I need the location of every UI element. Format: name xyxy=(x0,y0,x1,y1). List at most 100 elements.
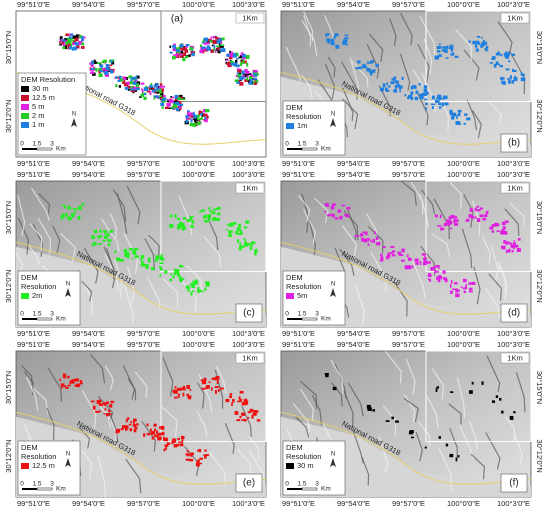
landslide-patch xyxy=(211,387,213,391)
landslide-patch xyxy=(493,63,497,68)
landslide-patch xyxy=(401,76,404,81)
ridge xyxy=(449,428,458,461)
landslide-patch xyxy=(108,68,111,71)
landslide-patch xyxy=(438,54,442,57)
landslide-patch xyxy=(446,45,449,50)
ridge xyxy=(125,458,142,494)
landslide-patch xyxy=(468,40,471,43)
landslide-patch xyxy=(161,431,165,436)
landslide-patch xyxy=(179,46,184,50)
ridge xyxy=(109,212,117,239)
landslide-patch xyxy=(215,217,220,221)
lon-label: 99°51'0"E xyxy=(282,329,315,338)
landslide-patch xyxy=(438,102,442,106)
panel-label-bg xyxy=(500,473,528,493)
landslide-patch xyxy=(172,102,177,107)
landslide-patch xyxy=(153,84,157,88)
landslide-patch xyxy=(178,96,183,100)
landslide-patch xyxy=(247,243,250,246)
lon-label: 99°54'0"E xyxy=(337,0,370,9)
landslide-patch xyxy=(194,123,198,127)
landslide-patch xyxy=(173,272,176,275)
landslide-patch xyxy=(391,78,396,81)
landslide-patch xyxy=(474,207,477,212)
landslide-patch xyxy=(242,56,244,61)
scale-label: 3 xyxy=(50,311,54,318)
landslide-patch xyxy=(386,82,388,86)
landslide-patch xyxy=(238,56,241,59)
ridge xyxy=(104,254,120,291)
ridge xyxy=(490,245,499,283)
lon-label: 99°51'0"E xyxy=(282,340,315,349)
lon-label: 99°57'0"E xyxy=(127,0,160,9)
landslide-patch xyxy=(237,69,242,73)
landslide-patch xyxy=(463,290,466,294)
landslide-patch xyxy=(199,457,204,460)
landslide-patch xyxy=(203,377,207,381)
landslide-patch xyxy=(195,281,199,285)
landslide-patch xyxy=(104,68,108,72)
landslide-patch xyxy=(401,259,405,262)
lon-label: 100°0'0"E xyxy=(182,159,215,168)
landslide-patch xyxy=(103,413,106,415)
landslide-patch xyxy=(250,245,254,247)
ridge xyxy=(37,217,52,255)
landslide-patch xyxy=(418,83,422,86)
landslide-patch xyxy=(482,39,485,44)
scale-unit: Km xyxy=(321,316,331,323)
landslide-patch xyxy=(115,257,120,262)
north-arrow xyxy=(330,118,336,127)
landslide-patch xyxy=(341,204,346,207)
lon-label: 100°0'0"E xyxy=(182,499,215,508)
landslide-patch xyxy=(102,402,107,406)
ridge xyxy=(186,265,202,295)
scale-bar xyxy=(36,487,53,491)
landslide-patch xyxy=(361,64,367,69)
landslide-patch xyxy=(74,378,79,382)
ridge xyxy=(301,19,318,56)
landslide-patch xyxy=(235,230,239,235)
landslide-patch xyxy=(395,420,399,423)
inset-label: 1Km xyxy=(507,13,522,22)
landslide-patch xyxy=(400,254,404,256)
ridge xyxy=(52,225,61,254)
landslide-patch xyxy=(485,49,489,52)
landslide-patch xyxy=(330,41,335,46)
landslide-patch xyxy=(455,121,459,125)
landslide-patch xyxy=(144,264,149,266)
landslide-patch xyxy=(70,213,75,217)
landslide-patch xyxy=(226,62,229,65)
landslide-patch xyxy=(380,253,383,257)
scale-bar xyxy=(36,147,53,151)
landslide-patch xyxy=(389,252,393,254)
landslide-patch xyxy=(186,450,189,453)
landslide-patch xyxy=(159,262,164,265)
inset-frame xyxy=(425,10,532,103)
landslide-patch xyxy=(507,80,511,84)
landslide-patch xyxy=(502,226,506,230)
landslide-patch xyxy=(65,33,70,37)
landslide-patch xyxy=(98,399,102,403)
scale-label: 0 xyxy=(285,311,289,318)
scale-label: 1.5 xyxy=(297,311,306,318)
ridge xyxy=(418,421,431,447)
landslide-patch xyxy=(448,46,452,50)
landslide-patch xyxy=(391,254,396,257)
landslide-patch xyxy=(209,40,213,43)
landslide-patch xyxy=(93,66,96,69)
ridge xyxy=(419,15,436,57)
north-arrow xyxy=(65,288,71,297)
landslide-patch xyxy=(181,436,185,439)
landslide-patch xyxy=(512,69,517,73)
landslide-patch xyxy=(386,89,390,92)
landslide-patch xyxy=(185,458,190,461)
landslide-patch xyxy=(343,214,348,216)
ridge xyxy=(100,218,120,252)
landslide-patch xyxy=(134,426,138,430)
landslide-patch xyxy=(243,226,248,229)
landslide-patch xyxy=(109,404,113,408)
landslide-patch xyxy=(129,81,134,85)
ridge xyxy=(224,422,235,454)
landslide-patch xyxy=(330,213,333,217)
ridge xyxy=(285,46,302,82)
